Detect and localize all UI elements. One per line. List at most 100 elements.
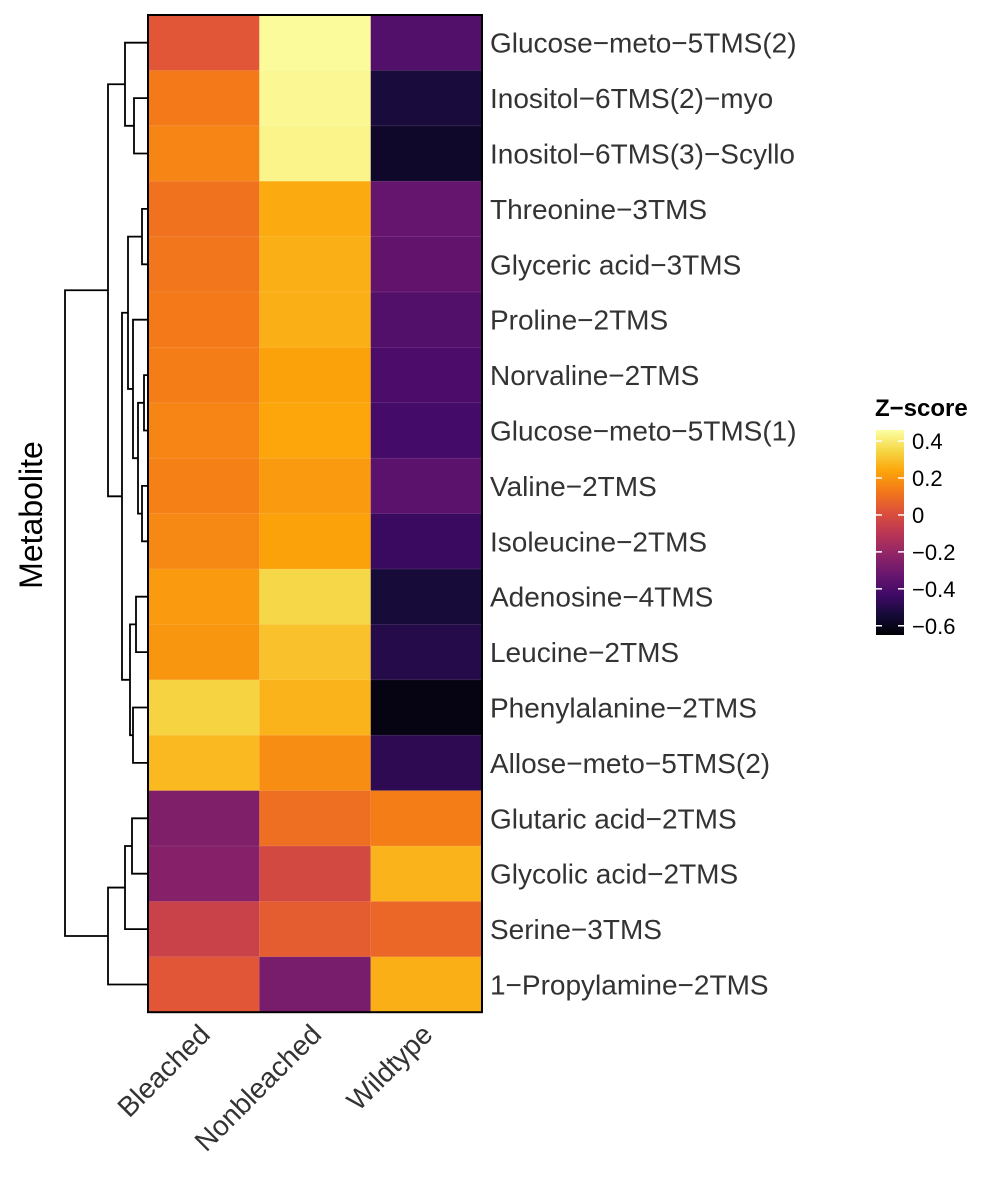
heatmap-cell bbox=[259, 624, 372, 681]
heatmap-cell bbox=[147, 70, 261, 127]
heatmap-border bbox=[147, 14, 483, 1014]
heatmap-cell bbox=[147, 402, 261, 459]
row-label: Glucose−meto−5TMS(1) bbox=[490, 416, 797, 447]
heatmap-cell bbox=[370, 845, 483, 903]
heatmap-cell bbox=[147, 956, 261, 1013]
legend-colorbar bbox=[876, 430, 904, 635]
heatmap-cell bbox=[370, 236, 483, 293]
row-label: Valine−2TMS bbox=[490, 471, 657, 502]
heatmap-cell bbox=[370, 568, 483, 626]
heatmap-cell bbox=[147, 125, 261, 182]
heatmap-cell bbox=[370, 14, 483, 72]
legend-tick-label: −0.2 bbox=[912, 540, 955, 565]
heatmap-cell bbox=[147, 734, 261, 792]
heatmap-cells bbox=[147, 14, 483, 1013]
heatmap-cell bbox=[370, 457, 483, 515]
heatmap-cell bbox=[370, 790, 483, 847]
dendrogram-branch bbox=[124, 41, 147, 127]
heatmap-cell bbox=[147, 236, 261, 293]
dendrogram-branch bbox=[135, 595, 147, 653]
heatmap-cell bbox=[370, 70, 483, 127]
heatmap-cell bbox=[147, 624, 261, 681]
heatmap-cell bbox=[370, 402, 483, 459]
dendrogram-branch bbox=[141, 208, 147, 266]
heatmap-cell bbox=[370, 679, 483, 736]
legend-tick-label: 0 bbox=[912, 503, 924, 528]
heatmap-cell bbox=[259, 236, 372, 293]
heatmap-cell bbox=[259, 70, 372, 127]
heatmap-cell bbox=[259, 901, 372, 958]
legend-tick-label: −0.4 bbox=[912, 577, 955, 602]
dendrogram-branch bbox=[132, 706, 147, 764]
row-label: Inositol−6TMS(3)−Scyllo bbox=[490, 139, 795, 170]
row-label: Leucine−2TMS bbox=[490, 637, 679, 668]
legend-tick-label: 0.4 bbox=[912, 429, 943, 454]
legend-tick-label: −0.6 bbox=[912, 614, 955, 639]
heatmap-cell bbox=[259, 956, 372, 1013]
row-label: Inositol−6TMS(2)−myo bbox=[490, 83, 773, 114]
heatmap-cell bbox=[370, 901, 483, 958]
heatmap-cell bbox=[259, 457, 372, 515]
heatmap-cell bbox=[259, 734, 372, 792]
heatmap-cell bbox=[370, 347, 483, 404]
row-label: 1−Propylamine−2TMS bbox=[490, 970, 769, 1001]
heatmap-cell bbox=[259, 291, 372, 349]
row-label: Serine−3TMS bbox=[490, 914, 662, 945]
heatmap-cell bbox=[259, 845, 372, 903]
heatmap-cell bbox=[147, 180, 261, 238]
column-label: Wildtype bbox=[341, 1019, 439, 1117]
heatmap-cell bbox=[259, 402, 372, 459]
y-axis-title: Metabolite bbox=[13, 441, 49, 589]
heatmap-cell bbox=[370, 291, 483, 349]
row-label: Allose−meto−5TMS(2) bbox=[490, 748, 770, 779]
row-label: Adenosine−4TMS bbox=[490, 582, 713, 613]
heatmap-cell bbox=[259, 14, 372, 72]
legend-tick-label: 0.2 bbox=[912, 466, 943, 491]
row-dendrogram bbox=[64, 41, 147, 986]
heatmap-cell bbox=[259, 347, 372, 404]
heatmap-cell bbox=[147, 568, 261, 626]
row-label: Threonine−3TMS bbox=[490, 194, 707, 225]
heatmap-cell bbox=[370, 513, 483, 570]
legend-title: Z−score bbox=[875, 395, 968, 422]
dendrogram-branch bbox=[131, 817, 147, 875]
row-label: Phenylalanine−2TMS bbox=[490, 693, 757, 724]
heatmap-cell bbox=[147, 790, 261, 847]
heatmap-cell bbox=[147, 679, 261, 736]
heatmap-cell bbox=[259, 790, 372, 847]
row-label: Isoleucine−2TMS bbox=[490, 526, 707, 557]
row-label: Glucose−meto−5TMS(2) bbox=[490, 28, 797, 59]
dendrogram-branch bbox=[143, 374, 147, 432]
heatmap-cell bbox=[370, 180, 483, 238]
heatmap-cell bbox=[370, 624, 483, 681]
heatmap-cell bbox=[147, 845, 261, 903]
legend-ticks: 0.4 0.2 0 −0.2 −0.4 −0.6 bbox=[876, 429, 955, 639]
color-legend: Z−score 0.4 0.2 0 −0.2 −0.4 −0.6 bbox=[875, 395, 968, 639]
row-labels: Glucose−meto−5TMS(2) Inositol−6TMS(2)−myo… bbox=[490, 28, 797, 1001]
heatmap-cell bbox=[147, 457, 261, 515]
heatmap-cell bbox=[370, 734, 483, 792]
heatmap-cell bbox=[147, 513, 261, 570]
dendrogram-branch bbox=[127, 235, 142, 390]
row-label: Glutaric acid−2TMS bbox=[490, 803, 737, 834]
heatmap-cell bbox=[259, 513, 372, 570]
row-label: Glycolic acid−2TMS bbox=[490, 859, 738, 890]
dendrogram-branch bbox=[141, 485, 147, 543]
column-label: Bleached bbox=[111, 1019, 215, 1123]
row-label: Proline−2TMS bbox=[490, 305, 668, 336]
dendrogram-branch bbox=[124, 845, 147, 930]
heatmap-cell bbox=[259, 679, 372, 736]
heatmap-cell bbox=[370, 956, 483, 1013]
row-label: Glyceric acid−3TMS bbox=[490, 249, 741, 280]
heatmap-cell bbox=[147, 14, 261, 72]
dendrogram-branch bbox=[133, 97, 147, 155]
heatmap-cell bbox=[259, 125, 372, 182]
heatmap-cell bbox=[147, 347, 261, 404]
row-label: Norvaline−2TMS bbox=[490, 360, 699, 391]
heatmap-cell bbox=[147, 291, 261, 349]
heatmap-cell bbox=[259, 568, 372, 626]
heatmap-cell bbox=[370, 125, 483, 182]
heatmap-cell bbox=[147, 901, 261, 958]
